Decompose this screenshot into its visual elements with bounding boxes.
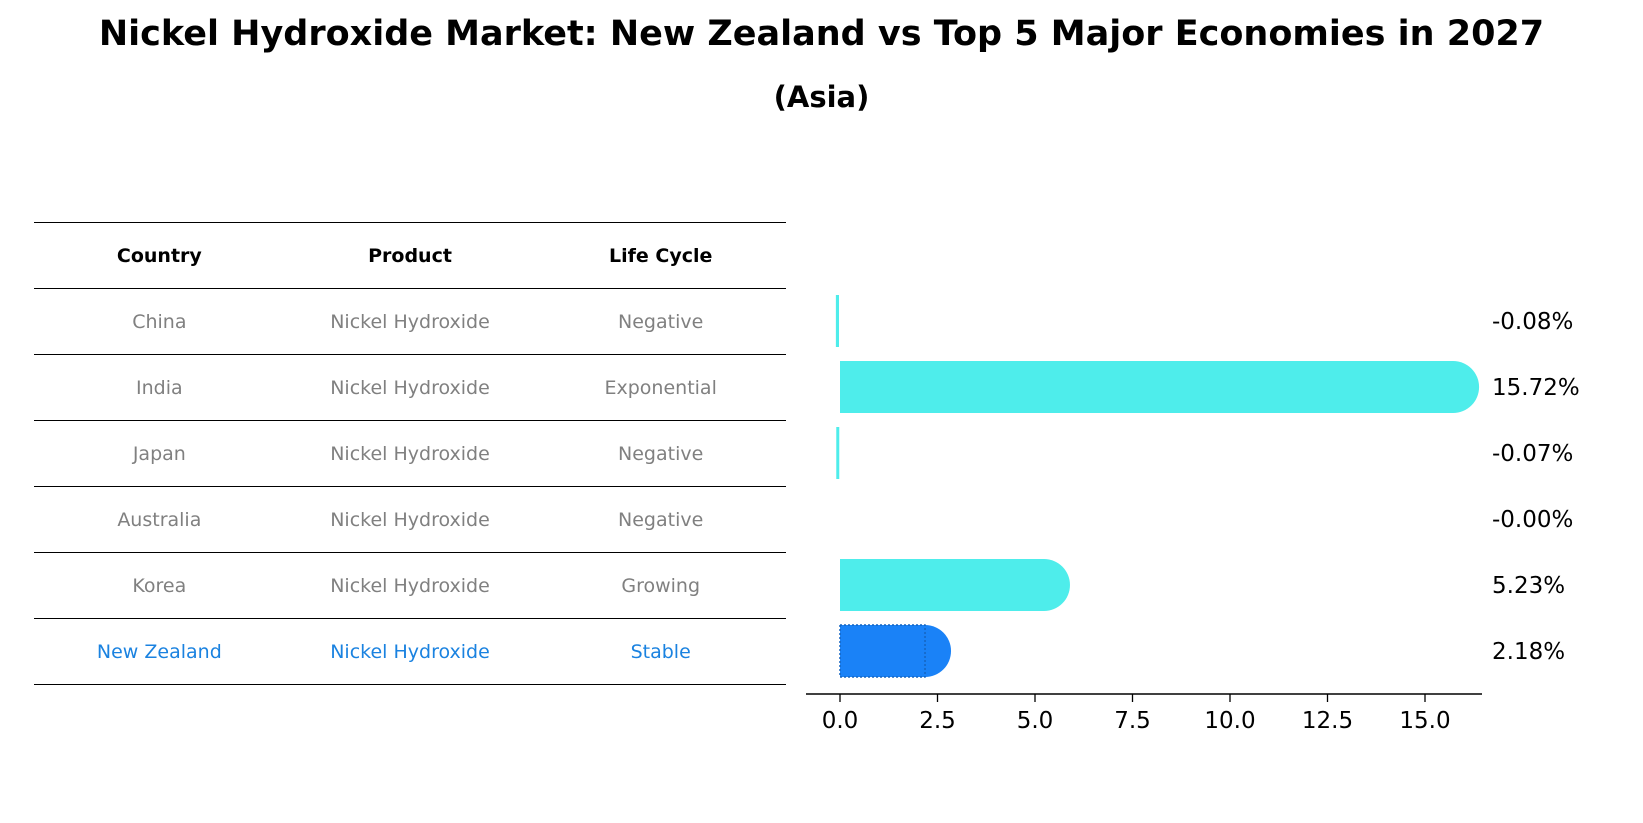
cell-product: Nickel Hydroxide <box>330 574 490 597</box>
value-label: -0.00% <box>1492 507 1573 533</box>
value-label: 2.18% <box>1492 639 1565 665</box>
cell-product: Nickel Hydroxide <box>330 640 490 663</box>
table-row: Korea Nickel Hydroxide Growing <box>34 552 786 618</box>
table-row: India Nickel Hydroxide Exponential <box>34 354 786 420</box>
cell-life-cycle: Stable <box>630 640 691 663</box>
cell-life-cycle: Exponential <box>604 376 717 399</box>
x-tick-label: 2.5 <box>919 708 956 734</box>
bar <box>835 295 839 347</box>
cell-country: Japan <box>132 442 186 465</box>
data-table: Country Product Life Cycle China Nickel … <box>34 222 786 685</box>
bar <box>840 625 952 677</box>
value-label: -0.07% <box>1492 441 1573 467</box>
table-row: Japan Nickel Hydroxide Negative <box>34 420 786 486</box>
cell-country: Australia <box>117 508 202 531</box>
chart-subtitle: (Asia) <box>773 80 870 114</box>
bar <box>836 427 840 479</box>
cell-country: India <box>136 376 183 399</box>
x-tick-label: 12.5 <box>1302 708 1353 734</box>
cell-country: Korea <box>132 574 187 597</box>
table-header-row: Country Product Life Cycle <box>34 222 786 288</box>
bar <box>840 559 1070 611</box>
x-tick-label: 10.0 <box>1204 708 1255 734</box>
x-tick-label: 7.5 <box>1114 708 1151 734</box>
cell-life-cycle: Negative <box>618 442 704 465</box>
cell-life-cycle: Negative <box>618 508 704 531</box>
value-label: 15.72% <box>1492 375 1580 401</box>
table-row: China Nickel Hydroxide Negative <box>34 288 786 354</box>
cell-product: Nickel Hydroxide <box>330 376 490 399</box>
x-tick-label: 15.0 <box>1399 708 1450 734</box>
bar-highlight-outline <box>839 624 926 678</box>
cell-product: Nickel Hydroxide <box>330 310 490 333</box>
value-label: -0.08% <box>1492 309 1573 335</box>
value-label: 5.23% <box>1492 573 1565 599</box>
header-country: Country <box>116 244 202 267</box>
cell-country: New Zealand <box>96 640 222 663</box>
x-tick-label: 5.0 <box>1017 708 1054 734</box>
table-row: Australia Nickel Hydroxide Negative <box>34 486 786 552</box>
bar <box>840 361 1480 413</box>
x-tick-label: 0.0 <box>822 708 859 734</box>
chart-title: Nickel Hydroxide Market: New Zealand vs … <box>98 14 1545 54</box>
header-product: Product <box>368 244 452 267</box>
cell-life-cycle: Negative <box>618 310 704 333</box>
cell-country: China <box>132 310 187 333</box>
table-row-highlight: New Zealand Nickel Hydroxide Stable <box>34 618 786 685</box>
cell-life-cycle: Growing <box>621 574 701 597</box>
cell-product: Nickel Hydroxide <box>330 442 490 465</box>
cell-product: Nickel Hydroxide <box>330 508 490 531</box>
header-life-cycle: Life Cycle <box>608 244 713 267</box>
